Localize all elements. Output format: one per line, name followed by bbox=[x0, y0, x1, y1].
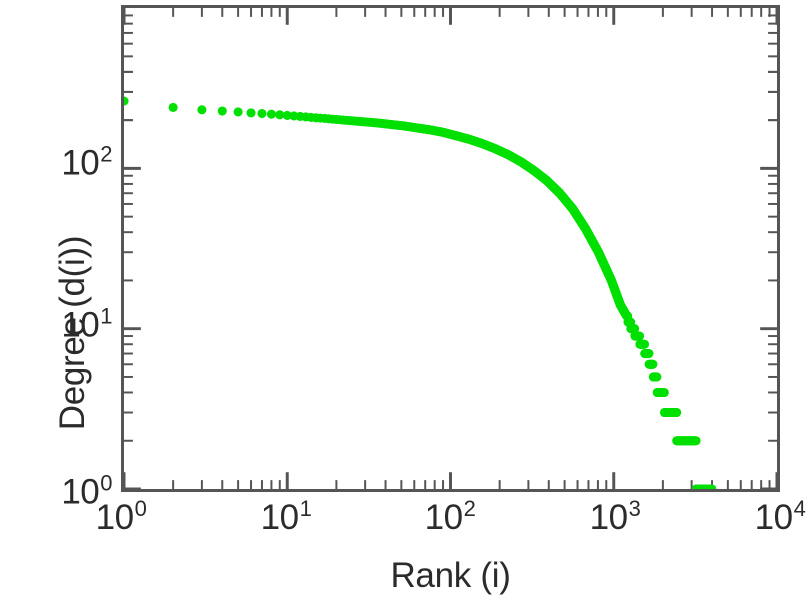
x-tick-label-1000: 103 bbox=[589, 496, 641, 537]
x-tick-label-1: 100 bbox=[95, 496, 147, 537]
x-tick-label-100: 102 bbox=[424, 496, 476, 537]
y-tick-label-100: 102 bbox=[61, 141, 112, 183]
data-points bbox=[124, 96, 717, 489]
x-axis-title: Rank (i) bbox=[390, 556, 511, 595]
y-tick-label-1: 100 bbox=[61, 470, 112, 512]
x-tick-label-10000: 104 bbox=[754, 496, 806, 537]
x-tick-label-10: 101 bbox=[260, 496, 312, 537]
y-axis-tick-labels: 100 101 102 bbox=[0, 0, 112, 600]
axis-ticks bbox=[124, 8, 777, 489]
plot-frame bbox=[121, 5, 780, 492]
plot-canvas bbox=[124, 8, 777, 489]
y-tick-label-10: 101 bbox=[61, 303, 112, 345]
y-axis-title: Degree (d(i)) bbox=[53, 235, 92, 431]
